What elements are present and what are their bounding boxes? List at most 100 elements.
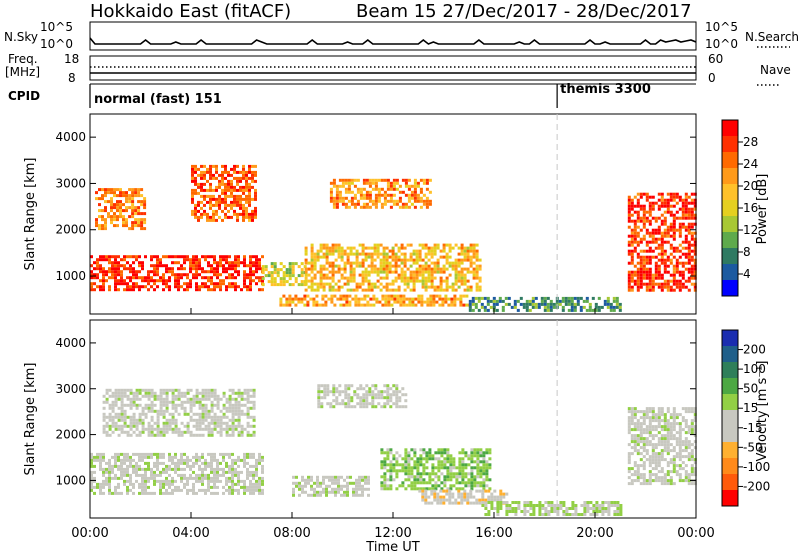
heatmap-cell xyxy=(383,202,387,206)
heatmap-cell xyxy=(693,288,697,292)
heatmap-cell xyxy=(131,221,135,225)
heatmap-cell xyxy=(666,470,670,474)
heatmap-cell xyxy=(687,231,691,235)
heatmap-cell xyxy=(391,279,395,283)
heatmap-cell xyxy=(195,397,199,401)
heatmap-cell xyxy=(651,446,655,450)
heatmap-cell xyxy=(370,264,374,268)
heatmap-cell xyxy=(389,463,393,467)
heatmap-cell xyxy=(684,431,688,435)
heatmap-cell xyxy=(472,270,476,274)
heatmap-cell xyxy=(189,473,192,477)
heatmap-cell xyxy=(672,216,676,220)
heatmap-cell xyxy=(105,255,108,259)
heatmap-cell xyxy=(300,283,304,287)
heatmap-cell xyxy=(461,460,465,464)
heatmap-cell xyxy=(380,202,384,206)
heatmap-cell xyxy=(102,415,106,419)
heatmap-cell xyxy=(245,206,248,210)
heatmap-cell xyxy=(666,255,670,259)
heatmap-cell xyxy=(693,267,697,271)
heatmap-cell xyxy=(309,297,313,301)
heatmap-cell xyxy=(344,196,348,200)
heatmap-cell xyxy=(681,407,685,411)
heatmap-cell xyxy=(330,297,334,301)
heatmap-cell xyxy=(210,467,213,471)
heatmap-cell xyxy=(383,472,387,476)
heatmap-cell xyxy=(544,501,548,504)
heatmap-cell xyxy=(300,268,304,272)
heatmap-cell xyxy=(430,249,434,253)
heatmap-cell xyxy=(162,433,166,437)
heatmap-cell xyxy=(246,430,250,434)
heatmap-cell xyxy=(550,510,554,513)
heatmap-cell xyxy=(558,302,562,306)
heatmap-cell xyxy=(657,413,661,417)
heatmap-cell xyxy=(162,403,166,407)
heatmap-cell xyxy=(96,458,99,462)
heatmap-cell xyxy=(448,495,452,499)
heatmap-cell xyxy=(194,188,197,192)
heatmap-cell xyxy=(382,249,386,253)
heatmap-cell xyxy=(648,213,652,217)
heatmap-cell xyxy=(627,207,631,211)
heatmap-cell xyxy=(380,448,384,452)
heatmap-cell xyxy=(132,400,136,404)
heatmap-cell xyxy=(368,199,372,203)
heatmap-cell xyxy=(354,294,358,298)
heatmap-cell xyxy=(421,276,425,280)
heatmap-cell xyxy=(505,504,509,507)
heatmap-cell xyxy=(285,280,289,284)
heatmap-cell xyxy=(316,484,319,488)
heatmap-cell xyxy=(666,434,670,438)
heatmap-cell xyxy=(387,300,391,304)
heatmap-cell xyxy=(191,173,194,177)
heatmap-cell xyxy=(147,270,150,274)
heatmap-cell xyxy=(660,198,664,202)
heatmap-cell xyxy=(660,231,664,235)
heatmap-cell xyxy=(132,285,135,289)
heatmap-cell xyxy=(338,178,342,182)
heatmap-cell xyxy=(114,394,118,398)
heatmap-cell xyxy=(207,288,210,292)
heatmap-cell xyxy=(362,181,366,185)
heatmap-cell xyxy=(654,231,658,235)
heatmap-cell xyxy=(475,498,479,502)
heatmap-cell xyxy=(627,288,631,292)
heatmap-cell xyxy=(219,397,223,401)
heatmap-cell xyxy=(135,470,138,474)
heatmap-cell xyxy=(110,209,113,213)
heatmap-cell xyxy=(397,264,401,268)
heatmap-cell xyxy=(331,276,335,280)
heatmap-cell xyxy=(337,285,341,289)
heatmap-cell xyxy=(108,276,111,280)
heatmap-cell xyxy=(492,302,496,306)
heatmap-cell xyxy=(162,424,166,428)
heatmap-cell xyxy=(687,410,691,414)
heatmap-cell xyxy=(141,458,144,462)
heatmap-cell xyxy=(180,479,183,483)
heatmap-cell xyxy=(660,237,664,241)
heatmap-cell xyxy=(248,212,251,216)
heatmap-cell xyxy=(439,279,443,283)
heatmap-cell xyxy=(657,282,661,286)
heatmap-cell xyxy=(261,271,265,275)
heatmap-cell xyxy=(319,267,323,271)
heatmap-cell xyxy=(144,479,147,483)
heatmap-cell xyxy=(195,418,199,422)
heatmap-cell xyxy=(356,187,360,191)
heatmap-cell xyxy=(210,461,213,465)
heatmap-cell xyxy=(347,205,351,209)
heatmap-cell xyxy=(355,285,359,289)
heatmap-cell xyxy=(549,299,553,303)
heatmap-cell xyxy=(468,308,472,312)
heatmap-cell xyxy=(459,297,463,301)
heatmap-cell xyxy=(245,173,248,177)
heatmap-cell xyxy=(338,393,342,397)
heatmap-cell xyxy=(228,403,232,407)
heatmap-cell xyxy=(129,391,133,395)
heatmap-cell xyxy=(395,390,399,394)
heatmap-cell xyxy=(102,412,106,416)
heatmap-cell xyxy=(681,264,685,268)
heatmap-cell xyxy=(415,255,419,259)
